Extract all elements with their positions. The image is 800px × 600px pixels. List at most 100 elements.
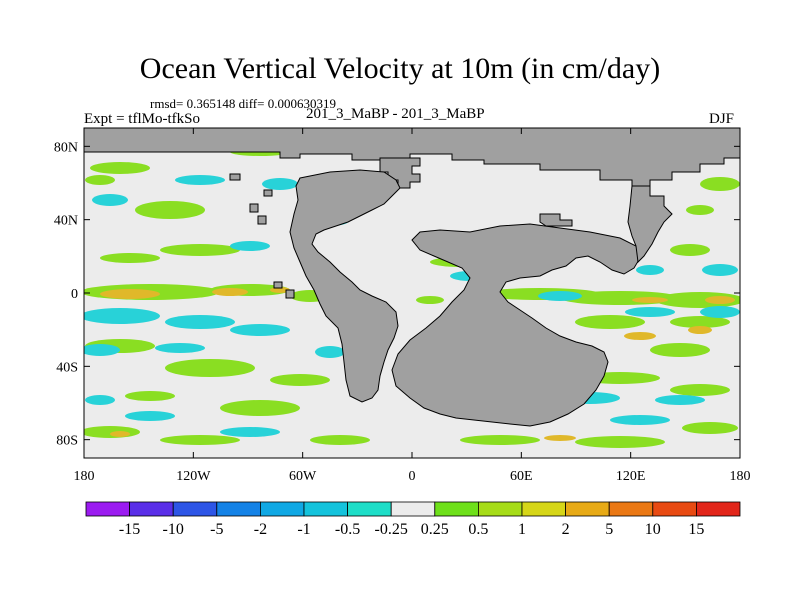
upwelling-patch (655, 292, 740, 308)
y-tick-label: 0 (71, 287, 78, 302)
downwelling-patch (84, 344, 120, 356)
colorbar-label: -0.25 (375, 521, 408, 538)
downwelling-patch (538, 291, 582, 301)
colorbar-swatch (172, 501, 218, 517)
colorbar-swatch (216, 501, 261, 517)
upwelling-patch (682, 422, 738, 434)
upwelling-patch (135, 201, 205, 219)
downwelling-patch (220, 427, 280, 437)
downwelling-patch (636, 265, 664, 275)
downwelling-patch (85, 395, 115, 405)
y-tick-label: 80S (56, 434, 78, 449)
downwelling-patch (125, 411, 175, 421)
downwelling-patch (175, 175, 225, 185)
colorbar-label: 15 (688, 521, 704, 538)
colorbar: -15 -10 -5 -2 -1 -0.5 -0.25 0.25 0.5 1 2 5 10 15 (85, 501, 741, 538)
strong-upwelling-patches (100, 287, 735, 441)
upwelling-patch (650, 343, 710, 357)
colorbar-label: 1 (518, 521, 526, 538)
upwelling-patch (575, 315, 645, 329)
colorbar-label: -1 (297, 521, 310, 538)
colorbar-swatch (477, 501, 523, 517)
colorbar-swatch (608, 501, 654, 517)
colorbar-swatch (85, 501, 130, 517)
colorbar-swatch (696, 501, 741, 517)
x-tick-label: 180 (730, 469, 751, 484)
strong-upwelling-patch (100, 289, 160, 299)
upwelling-patch (310, 435, 370, 445)
downwelling-patch (625, 307, 675, 317)
colorbar-swatch (434, 501, 479, 517)
page-title: Ocean Vertical Velocity at 10m (in cm/da… (139, 52, 661, 85)
upwelling-patch (670, 244, 710, 256)
y-tick-label: 80N (54, 140, 78, 155)
colorbar-swatch (303, 501, 348, 517)
colorbar-label: 0.25 (421, 521, 449, 538)
colorbar-label: 5 (605, 521, 613, 538)
downwelling-patch (702, 264, 738, 276)
x-tick-label: 60E (510, 469, 533, 484)
downwelling-patch (155, 343, 205, 353)
colorbar-swatch (347, 501, 392, 517)
land-eastasia (627, 185, 673, 264)
upwelling-patch (700, 177, 740, 191)
upwelling-patch (670, 384, 730, 396)
experiment-label: Expt = tflMo-tfkSo (84, 111, 200, 127)
downwelling-patch (700, 306, 740, 318)
colorbar-label: -5 (210, 521, 223, 538)
field-layer (84, 128, 740, 448)
colorbar-label: 2 (562, 521, 570, 538)
strong-upwelling-patch (632, 297, 668, 303)
strong-upwelling-patch (624, 332, 656, 340)
upwelling-patch (686, 205, 714, 215)
colorbar-label: 10 (645, 521, 661, 538)
colorbar-swatch (521, 501, 566, 517)
strong-upwelling-patch (688, 326, 712, 334)
x-tick-label: 60W (289, 469, 317, 484)
strong-upwelling-patch (705, 296, 735, 304)
colorbar-label: -10 (163, 521, 184, 538)
downwelling-patch (655, 395, 705, 405)
colorbar-label: -2 (254, 521, 267, 538)
downwelling-patch (230, 241, 270, 251)
season-label: DJF (709, 111, 735, 127)
upwelling-patch (416, 296, 444, 304)
upwelling-patch (575, 436, 665, 448)
x-tick-label: 0 (409, 469, 416, 484)
upwelling-patch (85, 175, 115, 185)
upwelling-patch (220, 400, 300, 416)
upwelling-patch (90, 162, 150, 174)
colorbar-swatch (652, 501, 697, 517)
downwelling-patch (262, 178, 298, 190)
x-tick-label: 180 (74, 469, 95, 484)
strong-upwelling-patch (110, 431, 130, 437)
colorbar-label: -15 (119, 521, 140, 538)
downwelling-patch (92, 194, 128, 206)
colorbar-swatch (390, 501, 436, 517)
upwelling-patch (165, 359, 255, 377)
downwelling-patch (165, 315, 235, 329)
axis-ticks: 180 120W 60W 0 60E 120E 180 80N 40N 0 40S 80S (54, 128, 751, 484)
colorbar-swatch (565, 501, 610, 517)
upwelling-patch (460, 435, 540, 445)
upwelling-patch (84, 426, 140, 438)
land-arctic (84, 128, 740, 187)
downwelling-patch (610, 415, 670, 425)
colorbar-swatch (129, 501, 174, 517)
upwelling-patch (160, 244, 240, 256)
subtitle: 201_3_MaBP - 201_3_MaBP (306, 106, 485, 122)
upwelling-patch (100, 253, 160, 263)
colorbar-label: 0.5 (468, 521, 488, 538)
downwelling-patch (230, 324, 290, 336)
downwelling-patch (315, 346, 345, 358)
x-tick-label: 120W (176, 469, 211, 484)
y-tick-label: 40S (56, 360, 78, 375)
land-islands (229, 173, 573, 299)
upwelling-patch (670, 316, 730, 328)
x-tick-label: 120E (616, 469, 646, 484)
upwelling-patch (125, 391, 175, 401)
upwelling-patch (270, 374, 330, 386)
land-americas (289, 169, 401, 403)
upwelling-patch (160, 435, 240, 445)
